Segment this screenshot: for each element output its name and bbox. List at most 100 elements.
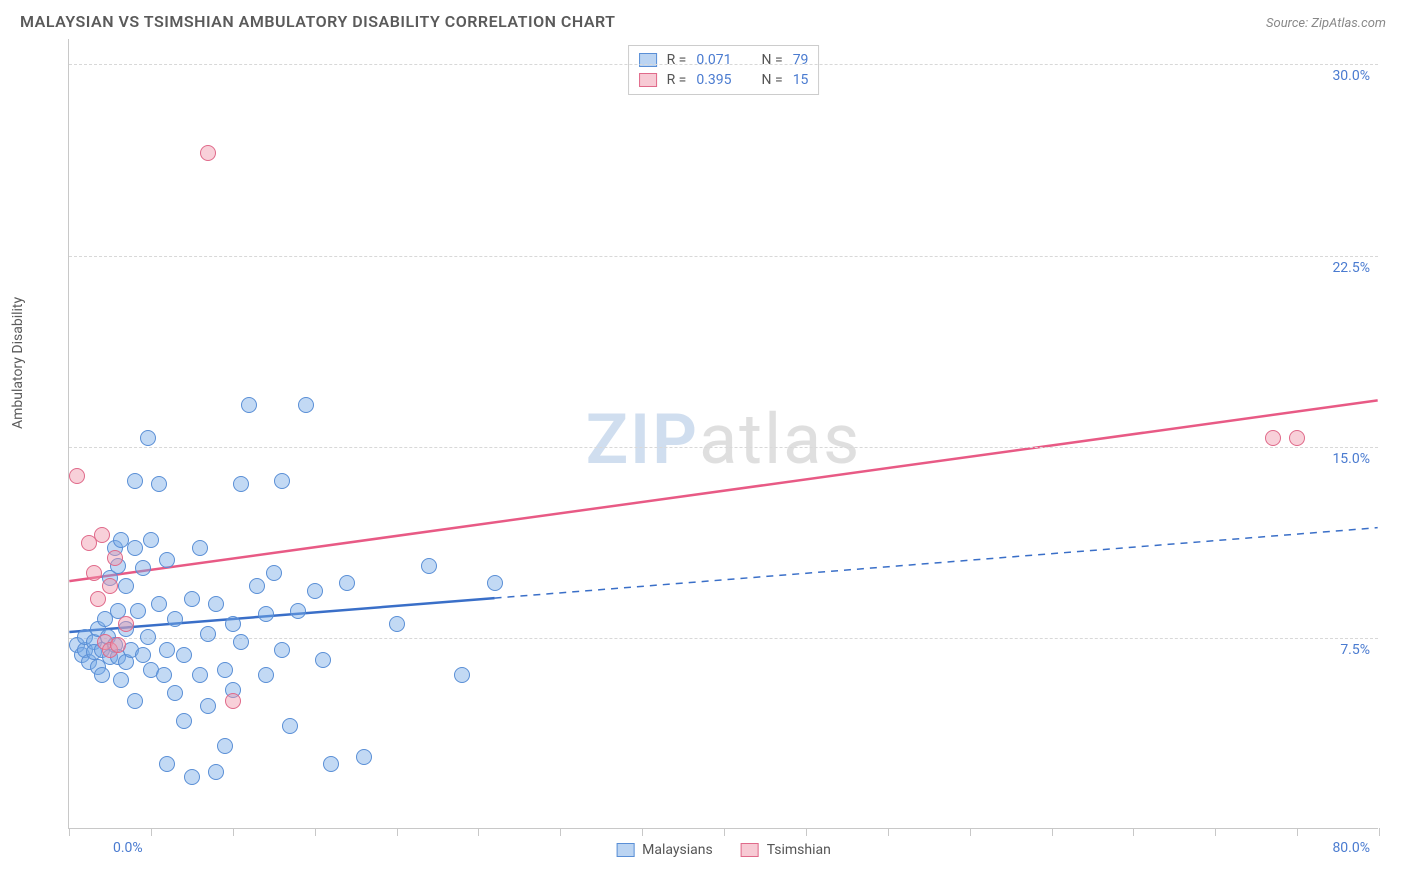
- data-point: [94, 527, 110, 543]
- n-value: 15: [793, 72, 809, 88]
- data-point: [184, 591, 200, 607]
- data-point: [217, 662, 233, 678]
- x-axis-min-label: 0.0%: [113, 840, 143, 856]
- data-point: [1289, 430, 1305, 446]
- data-point: [454, 667, 470, 683]
- r-value: 0.071: [696, 52, 731, 68]
- data-point: [151, 476, 167, 492]
- chart-title: MALAYSIAN VS TSIMSHIAN AMBULATORY DISABI…: [20, 12, 616, 31]
- x-tick: [1052, 828, 1053, 836]
- data-point: [258, 667, 274, 683]
- data-point: [140, 629, 156, 645]
- legend-item-tsimshian: Tsimshian: [741, 842, 831, 858]
- data-point: [208, 764, 224, 780]
- gridline: [69, 447, 1378, 448]
- plot-area: ZIPatlas R = 0.071 N = 79 R = 0.395 N = …: [68, 39, 1378, 829]
- data-point: [217, 738, 233, 754]
- source-label: Source: ZipAtlas.com: [1266, 16, 1386, 31]
- x-tick: [642, 828, 643, 836]
- data-point: [135, 647, 151, 663]
- data-point: [127, 693, 143, 709]
- x-tick: [315, 828, 316, 836]
- data-point: [130, 603, 146, 619]
- data-point: [127, 473, 143, 489]
- data-point: [143, 532, 159, 548]
- data-point: [113, 672, 129, 688]
- y-tick-label: 7.5%: [1340, 642, 1370, 658]
- x-tick: [888, 828, 889, 836]
- legend-row-1: R = 0.071 N = 79: [639, 50, 809, 70]
- data-point: [241, 397, 257, 413]
- swatch-pink-icon: [741, 843, 759, 857]
- data-point: [90, 591, 106, 607]
- x-tick: [69, 828, 70, 836]
- data-point: [192, 667, 208, 683]
- x-tick: [233, 828, 234, 836]
- data-point: [102, 578, 118, 594]
- gridline: [69, 64, 1378, 65]
- data-point: [94, 667, 110, 683]
- data-point: [421, 558, 437, 574]
- x-tick: [397, 828, 398, 836]
- gridline: [69, 638, 1378, 639]
- legend-item-malaysians: Malaysians: [616, 842, 713, 858]
- watermark-part2: atlas: [699, 399, 861, 481]
- data-point: [69, 468, 85, 484]
- data-point: [233, 476, 249, 492]
- data-point: [159, 552, 175, 568]
- legend-row-2: R = 0.395 N = 15: [639, 70, 809, 90]
- n-label: N =: [762, 52, 783, 68]
- data-point: [176, 647, 192, 663]
- data-point: [176, 713, 192, 729]
- data-point: [290, 603, 306, 619]
- x-tick: [970, 828, 971, 836]
- n-label: N =: [762, 72, 783, 88]
- data-point: [159, 642, 175, 658]
- chart-container: Ambulatory Disability ZIPatlas R = 0.071…: [20, 39, 1386, 859]
- data-point: [389, 616, 405, 632]
- data-point: [225, 616, 241, 632]
- swatch-blue-icon: [616, 843, 634, 857]
- x-tick: [1133, 828, 1134, 836]
- data-point: [298, 397, 314, 413]
- data-point: [233, 634, 249, 650]
- y-tick-label: 15.0%: [1332, 451, 1370, 467]
- data-point: [249, 578, 265, 594]
- x-tick: [1297, 828, 1298, 836]
- data-point: [339, 575, 355, 591]
- data-point: [127, 540, 143, 556]
- x-axis-max-label: 80.0%: [1332, 840, 1370, 856]
- swatch-pink-icon: [639, 73, 657, 87]
- x-tick: [806, 828, 807, 836]
- data-point: [184, 769, 200, 785]
- data-point: [282, 718, 298, 734]
- r-label: R =: [667, 72, 687, 88]
- data-point: [159, 756, 175, 772]
- y-axis-label: Ambulatory Disability: [10, 297, 26, 429]
- legend-label: Tsimshian: [767, 842, 831, 858]
- gridline: [69, 256, 1378, 257]
- watermark: ZIPatlas: [586, 399, 862, 481]
- data-point: [1265, 430, 1281, 446]
- x-tick: [1215, 828, 1216, 836]
- legend-correlation: R = 0.071 N = 79 R = 0.395 N = 15: [628, 45, 820, 95]
- data-point: [200, 626, 216, 642]
- data-point: [225, 693, 241, 709]
- data-point: [307, 583, 323, 599]
- data-point: [258, 606, 274, 622]
- data-point: [487, 575, 503, 591]
- n-value: 79: [793, 52, 809, 68]
- x-tick: [1379, 828, 1380, 836]
- data-point: [192, 540, 208, 556]
- data-point: [118, 616, 134, 632]
- data-point: [156, 667, 172, 683]
- data-point: [274, 642, 290, 658]
- y-tick-label: 30.0%: [1332, 68, 1370, 84]
- data-point: [167, 685, 183, 701]
- data-point: [274, 473, 290, 489]
- data-point: [118, 578, 134, 594]
- legend-series: Malaysians Tsimshian: [616, 842, 831, 858]
- data-point: [151, 596, 167, 612]
- data-point: [200, 698, 216, 714]
- data-point: [110, 637, 126, 653]
